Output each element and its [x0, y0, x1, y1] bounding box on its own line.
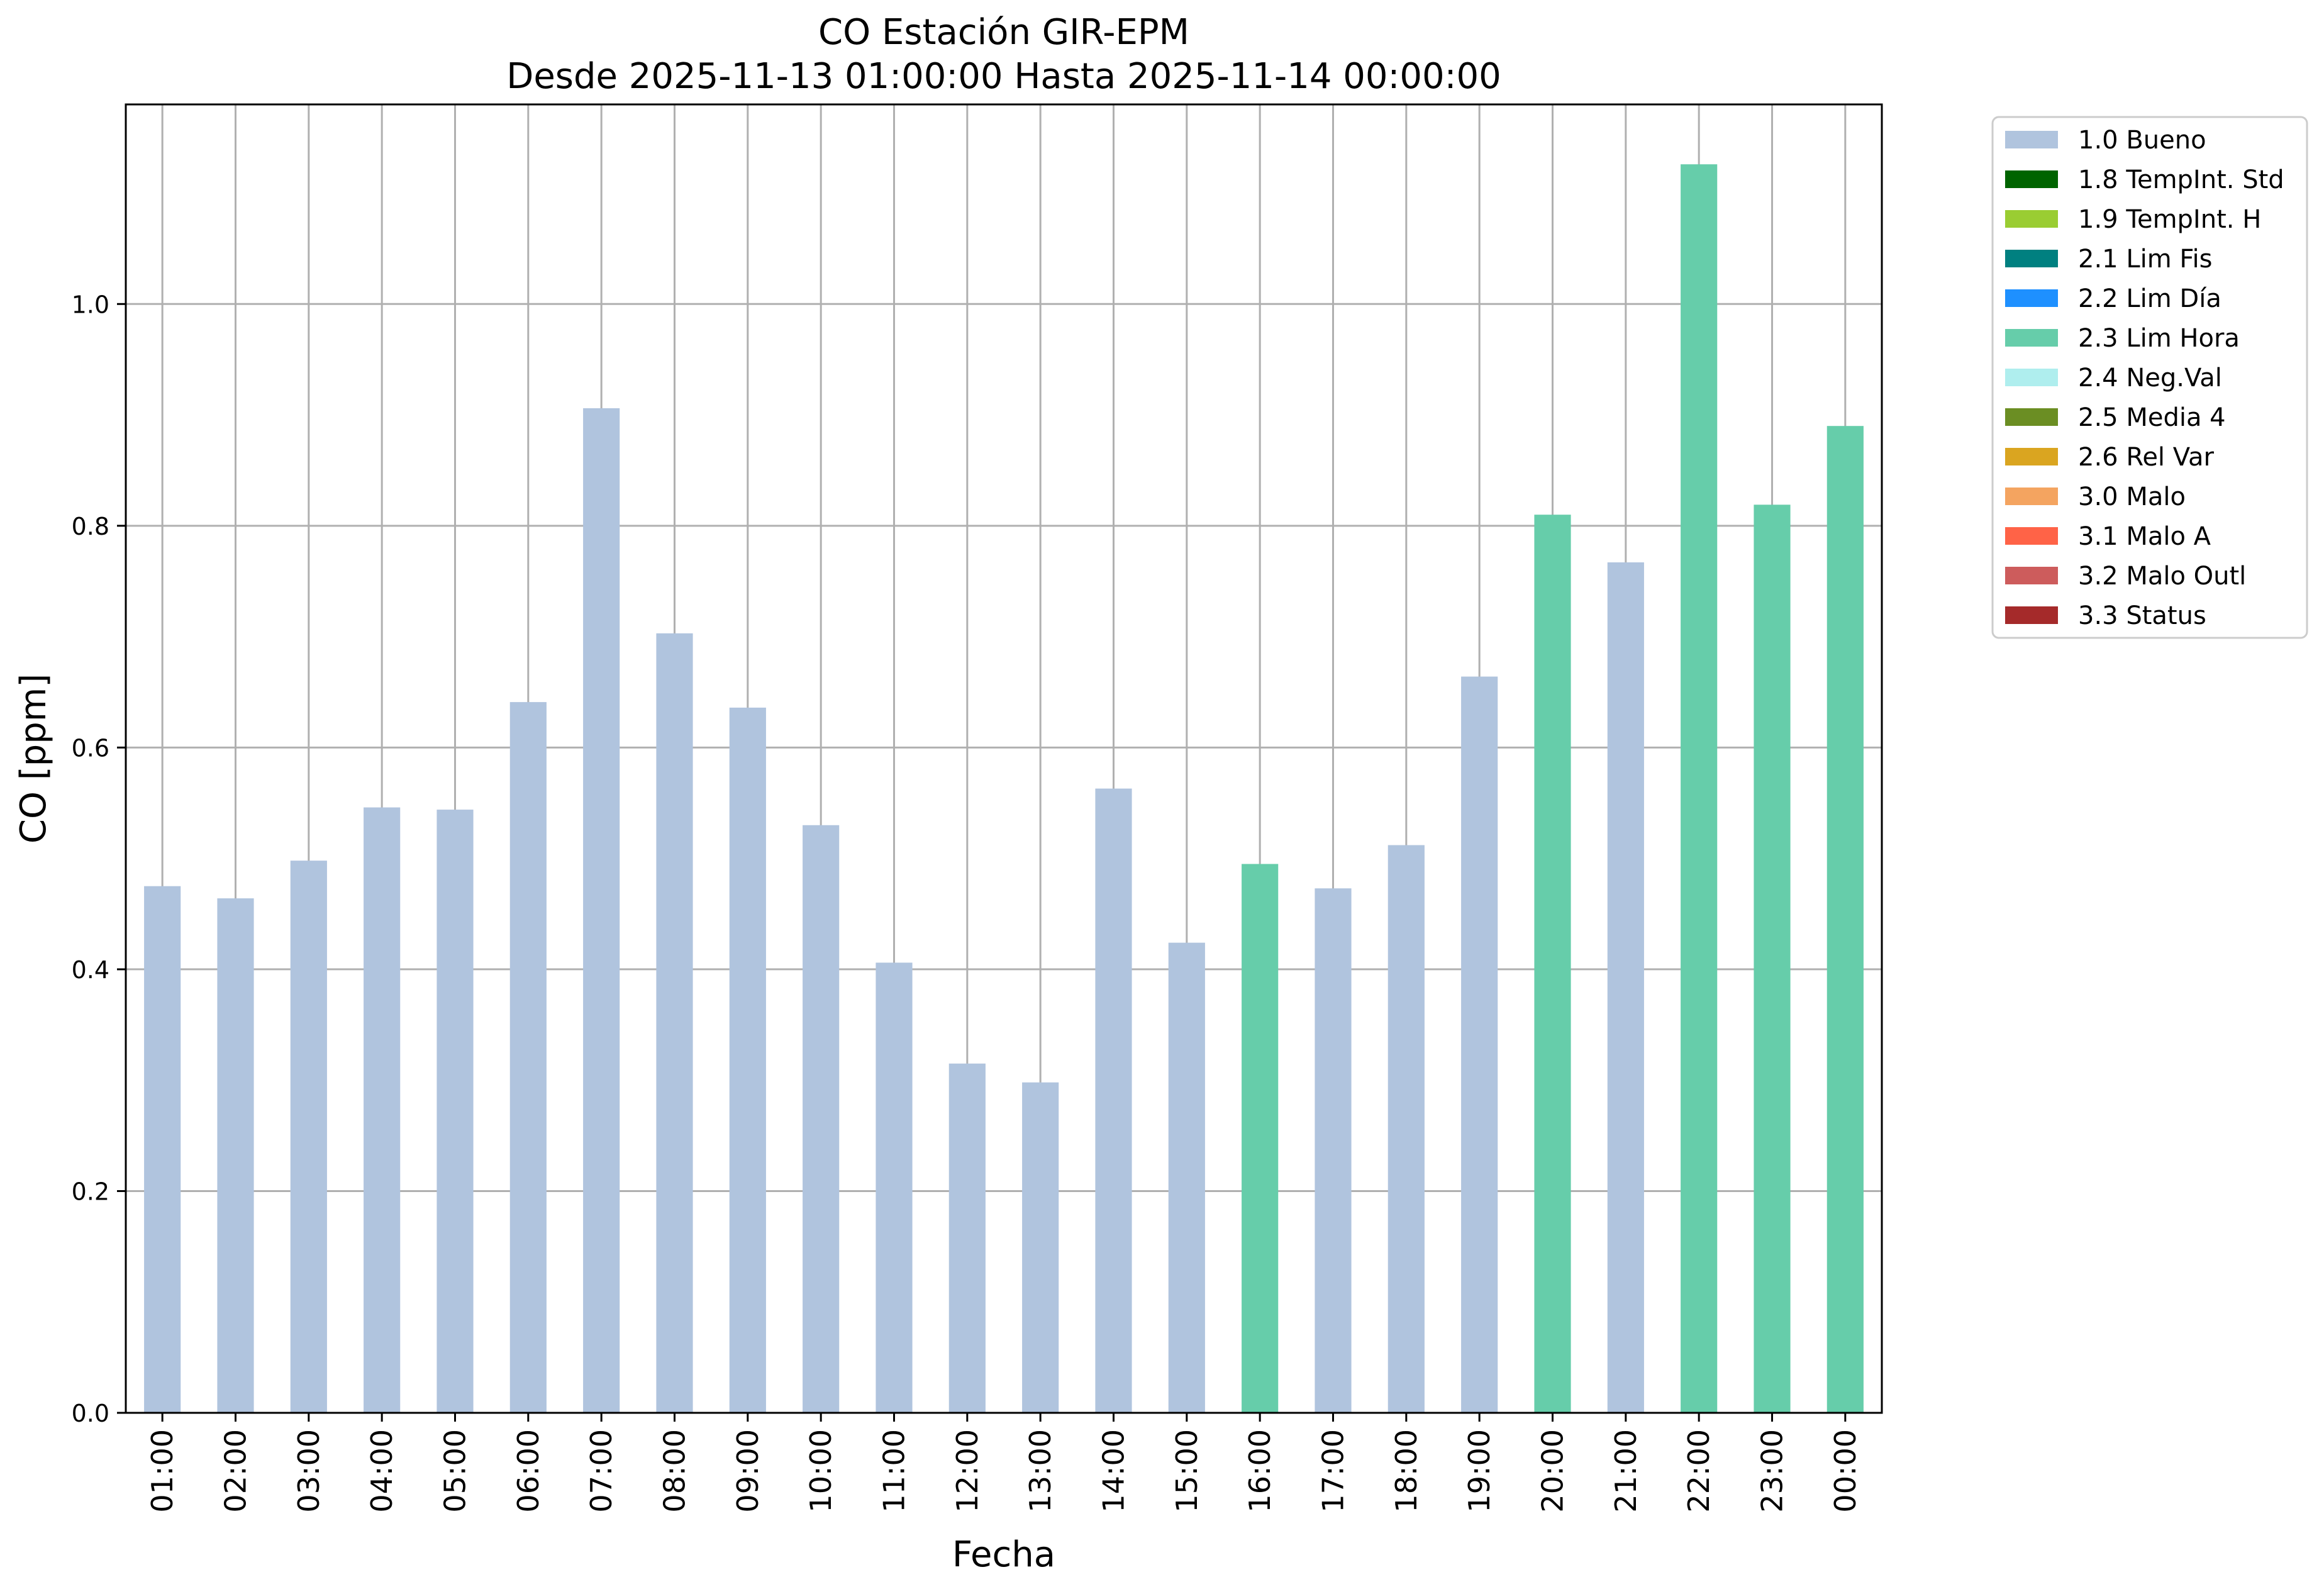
legend: 1.0 Bueno 1.8 TempInt. Std 1.9 TempInt. H 2…: [1991, 116, 2308, 639]
bar-1400: [1095, 788, 1132, 1413]
x-tick-label: 14:00: [1097, 1429, 1131, 1513]
y-tick-label: 0.0: [72, 1400, 109, 1427]
legend-swatch: [2005, 289, 2058, 307]
bars: [144, 164, 1864, 1413]
bar-0200: [217, 898, 254, 1413]
x-tick-label: 09:00: [731, 1429, 765, 1513]
x-tick-label: 13:00: [1023, 1429, 1057, 1513]
legend-swatch: [2005, 606, 2058, 624]
legend-swatch: [2005, 329, 2058, 347]
legend-label: 1.9 TempInt. H: [2078, 205, 2261, 234]
x-axis: 01:00 02:00 03:00 04:00 05:00 06:00 07:00 08:00…: [145, 1413, 1862, 1513]
legend-label: 1.8 TempInt. Std: [2078, 165, 2284, 194]
legend-label: 3.0 Malo: [2078, 482, 2186, 511]
bar-1100: [876, 962, 913, 1413]
legend-label: 3.1 Malo A: [2078, 522, 2211, 551]
legend-label: 2.1 Lim Fis: [2078, 245, 2212, 274]
legend-swatch: [2005, 131, 2058, 148]
x-tick-label: 16:00: [1243, 1429, 1277, 1513]
plot-frame: [125, 103, 1883, 1414]
legend-label: 3.3 Status: [2078, 601, 2206, 630]
x-tick-label: 03:00: [292, 1429, 326, 1513]
legend-label: 2.3 Lim Hora: [2078, 324, 2240, 353]
x-tick-label: 04:00: [365, 1429, 399, 1513]
x-tick-label: 06:00: [511, 1429, 545, 1513]
bar-0600: [509, 702, 547, 1413]
x-tick-label: 12:00: [950, 1429, 984, 1513]
bar-1800: [1387, 845, 1425, 1413]
legend-swatch: [2005, 448, 2058, 465]
x-tick-label: 10:00: [804, 1429, 838, 1513]
legend-swatch: [2005, 210, 2058, 228]
x-tick-label: 02:00: [219, 1429, 253, 1513]
legend-swatch: [2005, 488, 2058, 505]
bar-0000: [1826, 426, 1864, 1413]
legend-label: 2.4 Neg.Val: [2078, 364, 2222, 393]
y-tick-label: 0.8: [72, 513, 109, 540]
bar-2200: [1681, 164, 1718, 1413]
bar-2000: [1534, 515, 1571, 1413]
y-tick-label: 1.0: [72, 291, 109, 318]
legend-swatch: [2005, 369, 2058, 386]
chart-title: CO Estación GIR-EPM: [818, 12, 1189, 53]
bar-2100: [1607, 562, 1644, 1413]
bar-1900: [1461, 676, 1498, 1413]
bar-0300: [290, 861, 327, 1413]
legend-swatch: [2005, 170, 2058, 188]
x-tick-label: 11:00: [877, 1429, 911, 1513]
legend-frame: [1991, 116, 2308, 639]
bar-1300: [1022, 1082, 1059, 1413]
bar-0500: [436, 810, 474, 1413]
bar-0700: [583, 408, 620, 1413]
x-tick-label: 22:00: [1682, 1429, 1716, 1513]
x-tick-label: 18:00: [1389, 1429, 1423, 1513]
legend-label: 2.2 Lim Día: [2078, 284, 2221, 313]
x-tick-label: 21:00: [1609, 1429, 1643, 1513]
bar-2300: [1754, 504, 1791, 1413]
bar-0900: [729, 707, 766, 1413]
legend-label: 2.5 Media 4: [2078, 403, 2226, 432]
x-tick-label: 19:00: [1462, 1429, 1496, 1513]
legend-swatch: [2005, 250, 2058, 267]
bar-0100: [144, 886, 181, 1413]
legend-label: 3.2 Malo Outl: [2078, 562, 2246, 591]
x-tick-label: 23:00: [1755, 1429, 1789, 1513]
bar-0800: [656, 633, 693, 1413]
legend-label: 1.0 Bueno: [2078, 126, 2206, 155]
bar-1200: [948, 1063, 986, 1413]
y-axis: 0.0 0.2 0.4 0.6 0.8 1.0: [72, 291, 126, 1427]
legend-swatch: [2005, 527, 2058, 545]
x-tick-label: 00:00: [1828, 1429, 1862, 1513]
x-tick-label: 08:00: [658, 1429, 692, 1513]
x-tick-label: 07:00: [584, 1429, 618, 1513]
x-tick-label: 20:00: [1536, 1429, 1570, 1513]
bar-1700: [1315, 888, 1352, 1413]
x-tick-label: 17:00: [1316, 1429, 1350, 1513]
y-tick-label: 0.2: [72, 1178, 109, 1205]
chart-subtitle: Desde 2025-11-13 01:00:00 Hasta 2025-11-…: [506, 56, 1501, 97]
x-tick-label: 05:00: [438, 1429, 472, 1513]
legend-label: 2.6 Rel Var: [2078, 443, 2215, 472]
bar-1600: [1242, 864, 1279, 1413]
legend-swatch: [2005, 408, 2058, 426]
x-tick-label: 15:00: [1170, 1429, 1204, 1513]
x-axis-label: Fecha: [952, 1534, 1055, 1575]
bar-1500: [1168, 942, 1205, 1413]
y-axis-label: CO [ppm]: [13, 674, 54, 844]
y-tick-label: 0.4: [72, 956, 109, 984]
bar-1000: [803, 825, 840, 1413]
legend-swatch: [2005, 567, 2058, 584]
bar-0400: [364, 807, 401, 1413]
x-tick-label: 01:00: [145, 1429, 179, 1513]
y-tick-label: 0.6: [72, 734, 109, 762]
